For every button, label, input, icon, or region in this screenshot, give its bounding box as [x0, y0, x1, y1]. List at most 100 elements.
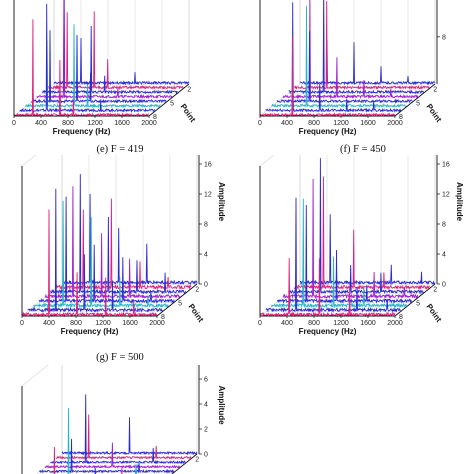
- x-tick-label: 400: [43, 320, 55, 327]
- spectrum-trace: [288, 0, 425, 95]
- point-tick-label: 8: [153, 114, 157, 121]
- x-tick-label: 1200: [333, 120, 349, 127]
- point-axis-line: [171, 453, 198, 474]
- z-axis-title: Amplitude: [217, 385, 226, 425]
- x-tick-label: 800: [70, 320, 82, 327]
- z-tick-label: 4: [204, 402, 208, 409]
- spectrum-trace: [276, 204, 413, 304]
- spectrum-trace: [30, 30, 167, 104]
- x-tick-label: 1200: [95, 320, 111, 327]
- spectrum-trace: [13, 19, 150, 118]
- panel-top-right: 0 400 800 1200 1600 2000 Frequency (Hz) 2 5 8 Poin…: [258, 0, 446, 136]
- back-wall: [299, 0, 436, 85]
- spectrum-trace: [61, 417, 198, 456]
- spectrum-trace: [276, 31, 413, 104]
- x-tick-label: 0: [258, 120, 262, 127]
- x-tick-label: 2000: [387, 120, 403, 127]
- x-axis-title: Frequency (Hz): [299, 127, 357, 136]
- point-axis-line: [394, 83, 436, 117]
- point-axis-line: [148, 83, 190, 117]
- z-axis-title: Amplitude: [217, 182, 226, 222]
- z-tick-label: 4: [442, 252, 446, 259]
- z-tick-label: 2: [204, 427, 208, 434]
- spectrum-trace: [27, 188, 163, 313]
- spectrum-trace: [38, 196, 175, 304]
- point-axis-line: [394, 283, 436, 317]
- x-tick-label: 400: [35, 120, 47, 127]
- point-axis-title: Point: [425, 102, 444, 124]
- x-tick-label: 2000: [387, 320, 403, 327]
- spectrum-trace: [265, 2, 402, 113]
- z-tick-label: 16: [442, 162, 450, 169]
- spectrum-trace: [270, 198, 407, 309]
- x-tick-label: 400: [281, 120, 293, 127]
- grid-line: [394, 0, 436, 117]
- spectrum-trace: [48, 11, 184, 91]
- point-tick-label: 8: [399, 114, 403, 121]
- point-tick-label: 5: [416, 100, 420, 107]
- grid-line: [121, 0, 163, 117]
- x-tick-label: 1200: [333, 320, 349, 327]
- point-tick-label: 8: [399, 314, 403, 321]
- x-tick-label: 0: [258, 320, 262, 327]
- spectrum-trace: [50, 394, 186, 465]
- point-axis-title: Point: [179, 102, 198, 124]
- z-tick-label: 0: [204, 282, 208, 289]
- spectrum-trace: [94, 467, 96, 474]
- z-tick-label: 12: [204, 192, 212, 199]
- grid-line: [367, 0, 409, 117]
- point-tick-label: 2: [433, 87, 437, 94]
- x-axis-title: Frequency (Hz): [299, 327, 357, 336]
- point-tick-label: 5: [416, 300, 420, 307]
- spectrum-trace: [21, 209, 158, 318]
- x-tick-label: 1200: [87, 120, 103, 127]
- point-axis-line: [156, 283, 198, 317]
- spectrum-trace: [293, 176, 430, 291]
- spectrum-trace: [19, 3, 156, 113]
- caption-mid-left: (e) F = 419: [96, 144, 143, 155]
- point-tick-label: 2: [195, 457, 199, 464]
- spectrum-trace: [42, 0, 178, 95]
- point-tick-label: 5: [178, 300, 182, 307]
- spectrum-trace: [271, 5, 407, 109]
- point-tick-label: 2: [195, 287, 199, 294]
- z-tick-label: 8: [204, 222, 208, 229]
- spectrum-trace: [299, 39, 436, 86]
- x-axis-title: Frequency (Hz): [53, 127, 111, 136]
- point-tick-label: 5: [170, 100, 174, 107]
- x-tick-label: 800: [308, 320, 320, 327]
- z-tick-label: 16: [204, 162, 212, 169]
- spectrum-trace: [39, 438, 175, 474]
- grid-line: [148, 0, 190, 117]
- panel-mid-left: 0 400 800 1200 1600 2000 Frequency (Hz) 2 5 8 Poin…: [20, 155, 226, 336]
- point-axis-title: Point: [425, 302, 444, 324]
- spectrum-trace: [44, 442, 181, 470]
- x-tick-label: 800: [308, 120, 320, 127]
- side-wall: [13, 0, 55, 117]
- spectrum-trace: [37, 408, 164, 474]
- x-tick-label: 800: [62, 120, 74, 127]
- x-tick-label: 0: [20, 320, 24, 327]
- spectrum-trace: [282, 178, 419, 300]
- spectrum-trace: [282, 0, 419, 100]
- spectrum-trace: [288, 158, 424, 295]
- x-tick-label: 2000: [141, 120, 157, 127]
- x-tick-label: 2000: [149, 320, 165, 327]
- plot-body: [21, 365, 198, 474]
- side-wall: [259, 0, 301, 117]
- spectrum-trace: [55, 198, 192, 291]
- spectrum-trace: [259, 258, 396, 318]
- x-axis-title: Frequency (Hz): [61, 327, 119, 336]
- panel-mid-right: 0 400 800 1200 1600 2000 Frequency (Hz) 2 5 8 Poin…: [258, 155, 464, 336]
- z-tick-label: 0: [204, 452, 208, 459]
- z-tick-label: 0: [442, 282, 446, 289]
- x-tick-label: 1600: [122, 320, 138, 327]
- plot-body: [13, 0, 190, 118]
- panel-top-left: 0 400 800 1200 1600 2000 Frequency (Hz) 2 5 8 Poin…: [12, 0, 198, 136]
- z-tick-label: 8: [442, 34, 446, 41]
- point-axis-title: Point: [187, 302, 206, 324]
- grid-line: [13, 0, 55, 117]
- caption-bottom-left: (g) F = 500: [96, 352, 144, 363]
